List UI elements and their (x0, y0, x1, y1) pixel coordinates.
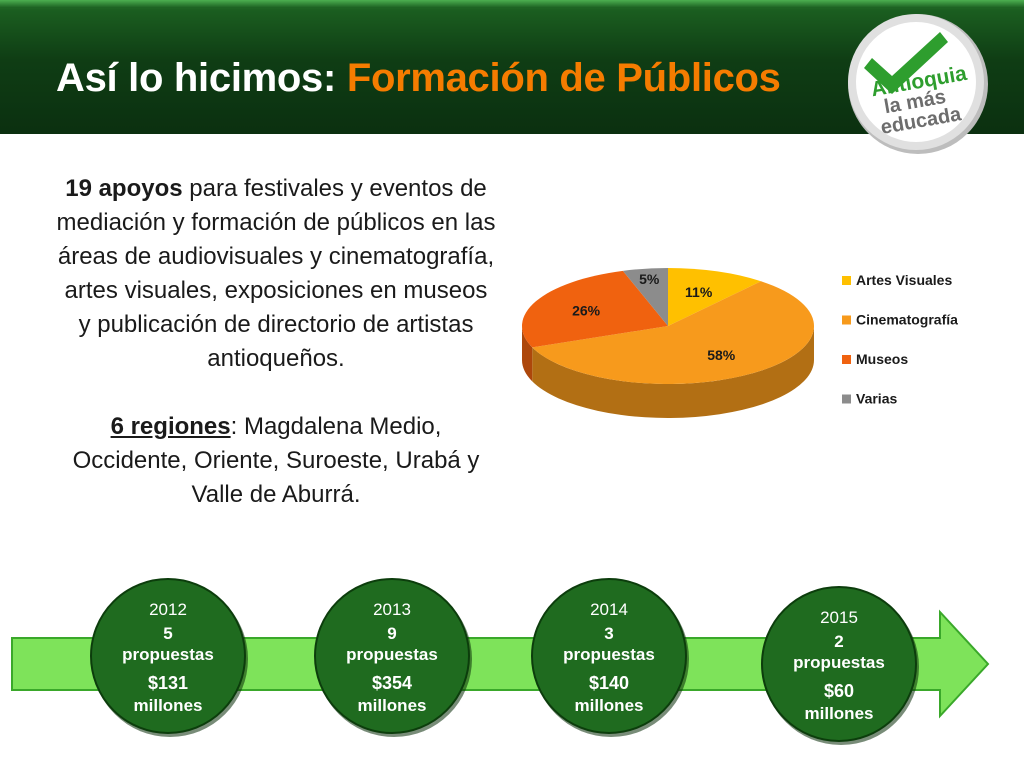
pie-side-1 (532, 326, 814, 418)
timeline-year: 2012 (149, 600, 187, 619)
regiones-text: : Magdalena Medio, Occidente, Oriente, S… (72, 413, 480, 508)
timeline-item-2012: 2012 5 propuestas $131 millones (90, 578, 248, 737)
legend-label-0: Artes Visuales (856, 272, 952, 288)
pie-slice-artes-visuales (668, 268, 762, 326)
description-paragraph-2: 6 regiones: Magdalena Medio, Occidente, … (56, 410, 496, 512)
timeline-item-2014: 2014 3 propuestas $140 millones (531, 578, 689, 737)
timeline-count: 5 (163, 624, 172, 643)
pie-side-2 (522, 326, 533, 382)
timeline-unit: propuestas (793, 653, 885, 672)
apoyos-count: 19 apoyos (65, 175, 183, 202)
pie-slice-cinematografía (532, 281, 814, 384)
checkmark-icon (864, 32, 948, 94)
timeline-amount-unit: millones (575, 696, 644, 715)
title-main: Así lo hicimos: (56, 56, 347, 100)
apoyos-text: para festivales y eventos de mediación y… (56, 175, 496, 372)
timeline-item-2015: 2015 2 propuestas $60 millones (761, 586, 919, 745)
timeline-year: 2015 (820, 608, 858, 627)
timeline-circle (314, 578, 470, 734)
pie-label-2: 26% (572, 303, 601, 319)
description: 19 apoyos para festivales y eventos de m… (56, 172, 496, 512)
legend-label-2: Museos (856, 351, 908, 367)
timeline-amount: $60 (824, 681, 854, 701)
legend-label-1: Cinematografía (856, 312, 958, 328)
timeline-count: 3 (604, 624, 613, 643)
timeline-unit: propuestas (563, 645, 655, 664)
timeline-circle (761, 586, 917, 742)
timeline-amount: $354 (372, 673, 412, 693)
timeline-amount: $131 (148, 673, 188, 693)
timeline-year: 2013 (373, 600, 411, 619)
timeline-unit: propuestas (122, 645, 214, 664)
timeline: 2012 5 propuestas $131 millones 2013 9 propuest… (11, 578, 990, 745)
legend-swatch-0 (842, 276, 851, 285)
legend-label-3: Varias (856, 391, 897, 407)
timeline-unit: propuestas (346, 645, 438, 664)
legend-swatch-1 (842, 315, 851, 325)
pie-slice-museos (522, 270, 668, 348)
pie-label-3: 5% (639, 271, 660, 287)
title-accent: Formación de Públicos (346, 56, 781, 100)
timeline-year: 2014 (590, 600, 628, 619)
timeline-count: 2 (834, 632, 843, 651)
timeline-item-2013: 2013 9 propuestas $354 millones (314, 578, 472, 737)
regiones-count: 6 regiones (110, 413, 231, 440)
timeline-circle (531, 578, 687, 734)
legend-swatch-2 (842, 355, 851, 364)
legend-swatch-3 (842, 394, 851, 404)
timeline-amount-unit: millones (134, 696, 203, 715)
description-paragraph-1: 19 apoyos para festivales y eventos de m… (56, 172, 496, 376)
pie-slice-varias (622, 268, 668, 326)
header-stripe (0, 0, 1024, 8)
page-title: Así lo hicimos: Formación de Públicos (56, 56, 781, 101)
pie-label-0: 11% (685, 284, 713, 300)
timeline-amount-unit: millones (805, 704, 874, 723)
pie-label-1: 58% (707, 347, 736, 363)
antioquia-logo: Antioquia la más educada (848, 14, 988, 154)
timeline-count: 9 (387, 624, 396, 643)
timeline-amount-unit: millones (358, 696, 427, 715)
timeline-circle (90, 578, 246, 734)
timeline-amount: $140 (589, 673, 629, 693)
pie-chart: 11% 58% 26% 5% Artes Visuales Cinematografía M… (522, 268, 958, 418)
